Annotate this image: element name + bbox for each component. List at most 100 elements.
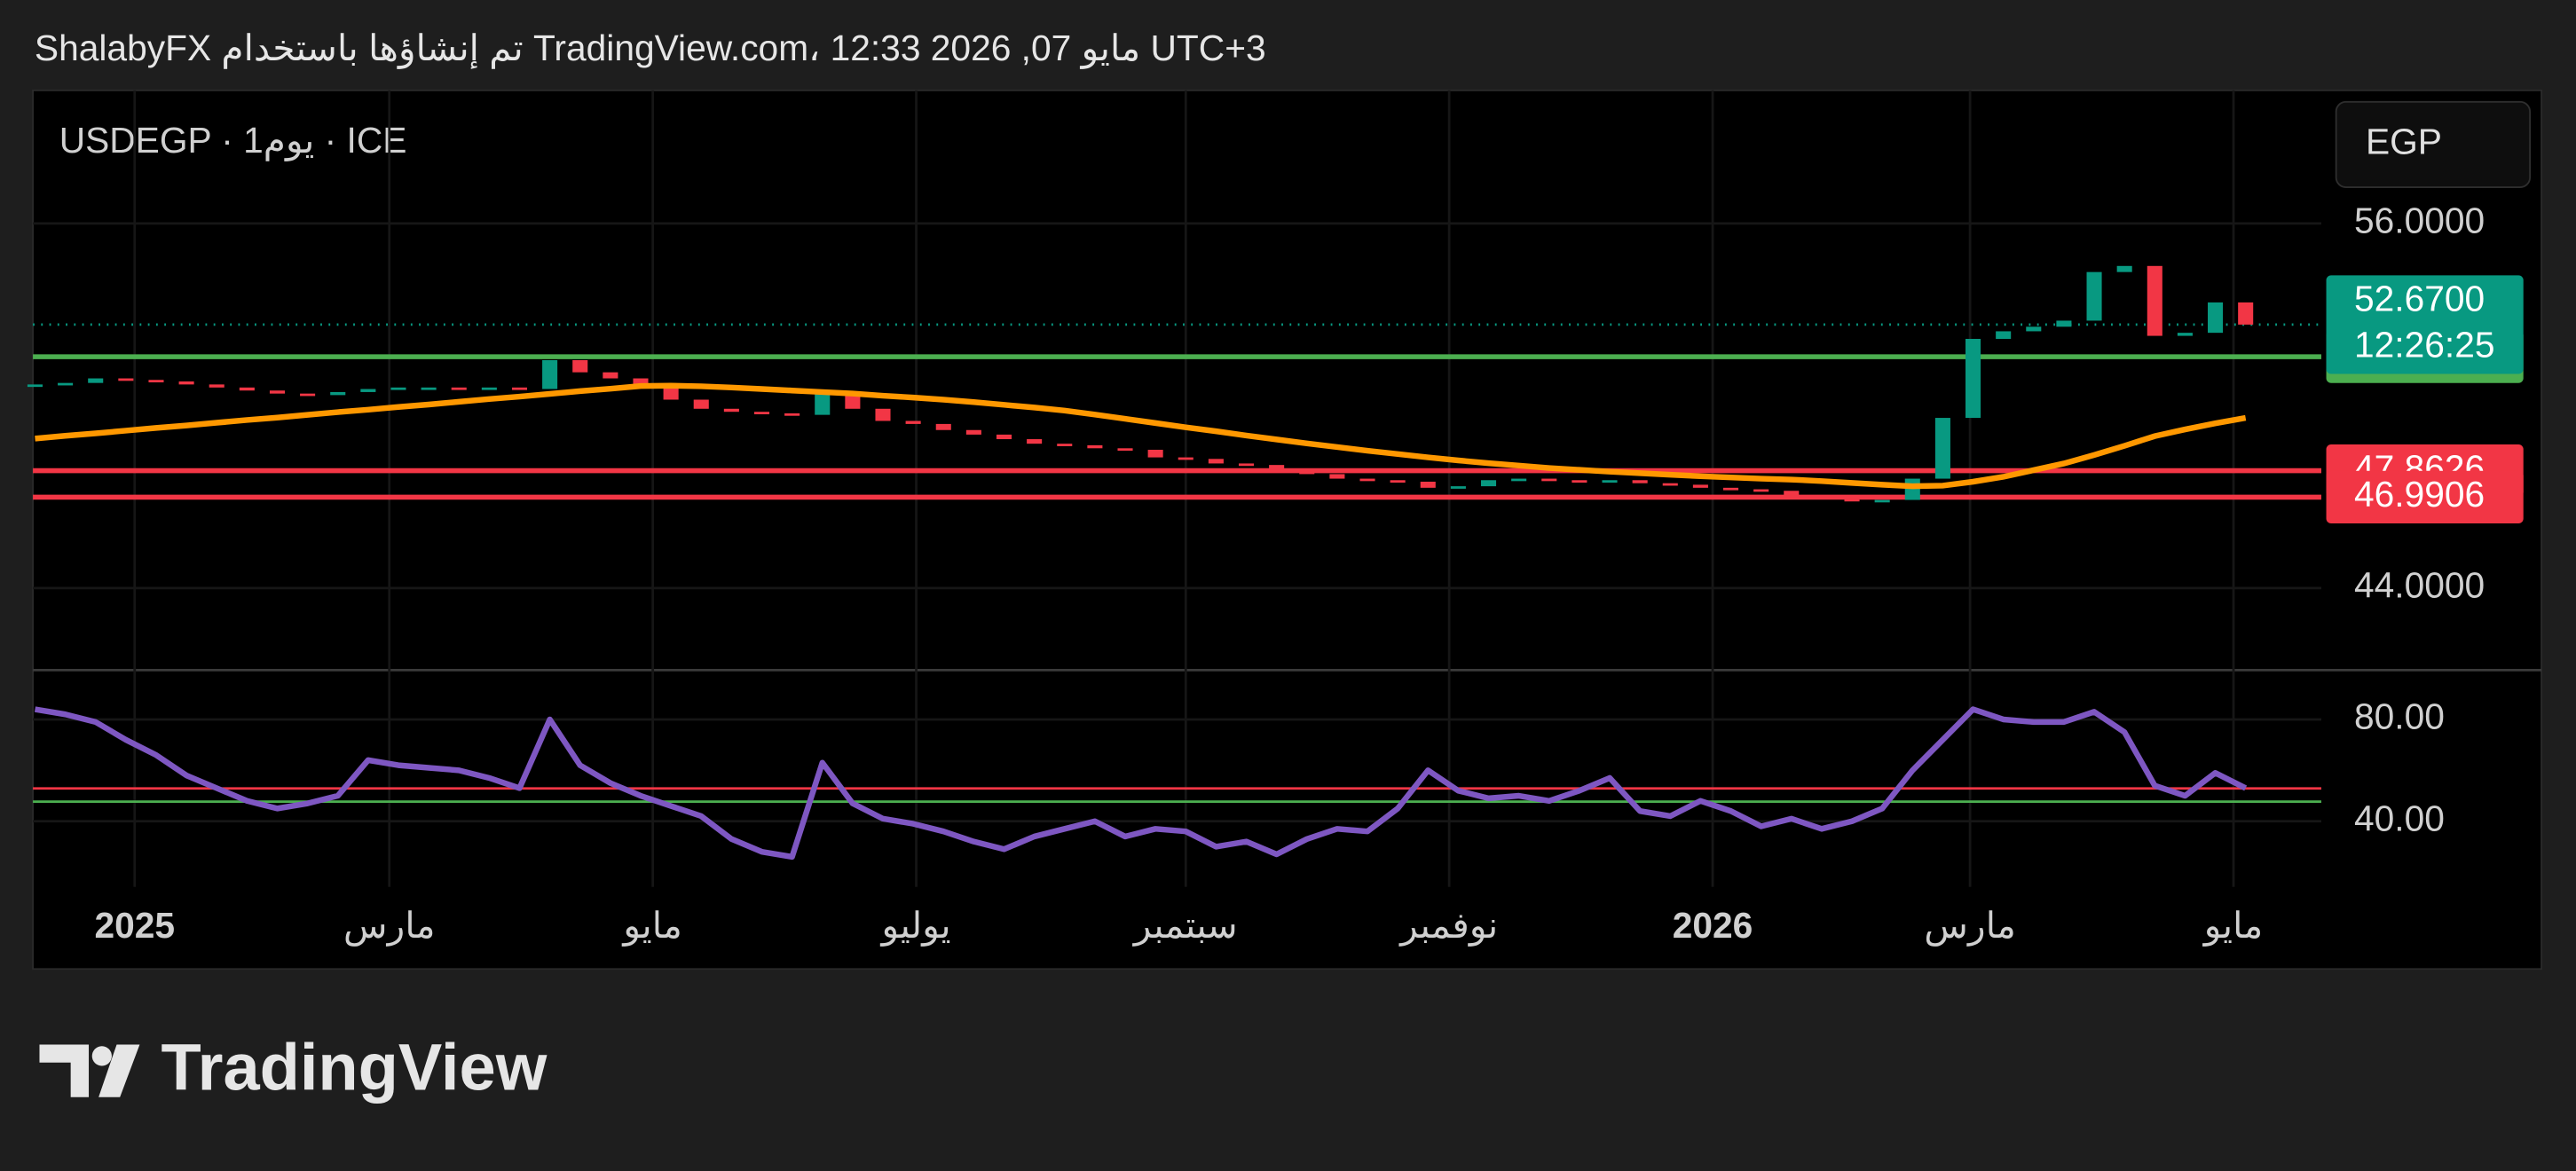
candle-body — [1934, 418, 1950, 479]
candle-body — [1541, 478, 1557, 482]
logo-icon-dot — [91, 1046, 112, 1066]
symbol-title: USDEGP · 1يوم · ICE — [59, 120, 407, 162]
candle-body — [2147, 265, 2162, 336]
candle-body — [1390, 480, 1406, 483]
chart-area — [32, 89, 2542, 971]
candle-body — [723, 408, 739, 413]
candle-body — [996, 434, 1012, 440]
candle-body — [633, 378, 649, 388]
candle-body — [875, 408, 891, 421]
candle-body — [784, 413, 800, 416]
candle-body — [1117, 448, 1133, 452]
logo-icon — [39, 1044, 90, 1097]
candle-body — [663, 387, 679, 400]
candle-body — [421, 387, 437, 390]
candle-body — [1722, 487, 1739, 491]
candle-body — [511, 387, 528, 390]
price-tag-label: 52.6700 — [2354, 279, 2485, 319]
candle-body — [2026, 326, 2042, 332]
candle-body — [58, 382, 74, 386]
candle-body — [1147, 450, 1163, 458]
rsi-line — [34, 706, 2248, 861]
candle-body — [1692, 484, 1708, 488]
candle-body — [1662, 483, 1678, 486]
logo-text: TradingView — [161, 1030, 547, 1104]
candle-body — [1178, 457, 1193, 460]
candle-body — [753, 412, 770, 414]
currency-label[interactable]: EGP — [2366, 122, 2442, 162]
candle-body — [1329, 474, 1345, 479]
price-tag-label: 12:26:25 — [2354, 325, 2495, 365]
candle-body — [1450, 486, 1466, 489]
candle-body — [2116, 265, 2132, 272]
logo-icon-slash — [98, 1044, 140, 1097]
candle-body — [1027, 439, 1043, 444]
x-tick-label: مارس — [343, 905, 436, 947]
x-tick-label: 2025 — [94, 905, 175, 946]
candle-body — [603, 372, 618, 379]
candle-body — [1238, 463, 1255, 467]
y-tick-label: 56.0000 — [2354, 200, 2485, 241]
candle-body — [1753, 489, 1769, 492]
x-tick-label: مارس — [1924, 905, 2016, 947]
candle-body — [481, 387, 497, 390]
x-tick-label: 2026 — [1673, 905, 1753, 946]
candle-body — [1087, 444, 1103, 449]
candle-body — [572, 359, 588, 373]
candle-body — [1208, 459, 1224, 464]
candle-body — [118, 378, 134, 381]
currency-button[interactable] — [2335, 100, 2532, 188]
candle-body — [542, 359, 558, 389]
candle-body — [330, 391, 346, 396]
candle-body — [1996, 331, 2012, 340]
candle-body — [693, 399, 709, 409]
y-tick-label: 80.00 — [2354, 696, 2445, 737]
y-tick-label: 44.0000 — [2354, 565, 2485, 606]
candle-body — [2056, 320, 2072, 327]
candle-body — [178, 381, 194, 385]
candle-body — [1844, 498, 1860, 502]
candle-body — [269, 390, 286, 394]
candle-body — [88, 378, 104, 383]
candle-body — [2086, 271, 2102, 321]
candle-body — [300, 393, 316, 397]
candle-body — [965, 429, 981, 435]
x-tick-label: مايو — [2202, 905, 2264, 947]
candle-body — [1480, 480, 1497, 487]
candle-body — [239, 387, 255, 391]
candle-body — [1874, 499, 1890, 503]
price-tag-label: 46.9906 — [2354, 474, 2485, 515]
candle-body — [1359, 478, 1375, 482]
candle-body — [815, 393, 831, 415]
candle-body — [2177, 333, 2193, 336]
candle-body — [1814, 495, 1830, 499]
candle-body — [1269, 465, 1285, 470]
candle-body — [390, 387, 406, 390]
x-tick-label: مايو — [621, 905, 682, 947]
candle-body — [1632, 480, 1648, 483]
candle-body — [1904, 478, 1920, 500]
candle-body — [905, 420, 921, 424]
candle-body — [1965, 339, 1981, 419]
candle-body — [2238, 302, 2254, 325]
candle-body — [451, 387, 467, 390]
candle-body — [1602, 480, 1618, 483]
candle-body — [2208, 302, 2224, 334]
candle-body — [148, 380, 164, 383]
candle-body — [1299, 469, 1315, 475]
x-tick-label: نوفمبر — [1398, 905, 1498, 947]
candle-body — [27, 384, 43, 388]
candle-body — [209, 384, 225, 388]
x-tick-label: يوليو — [879, 905, 950, 947]
candle-body — [360, 389, 376, 392]
logo: TradingView — [39, 1030, 547, 1104]
candle-body — [1511, 478, 1527, 482]
candle-body — [935, 423, 951, 430]
candle-body — [845, 393, 861, 409]
y-tick-label: 40.00 — [2354, 798, 2445, 838]
moving-average — [35, 382, 2247, 490]
candle-body — [1784, 491, 1800, 496]
candle-body — [1057, 444, 1073, 446]
candle-body — [1572, 480, 1587, 483]
